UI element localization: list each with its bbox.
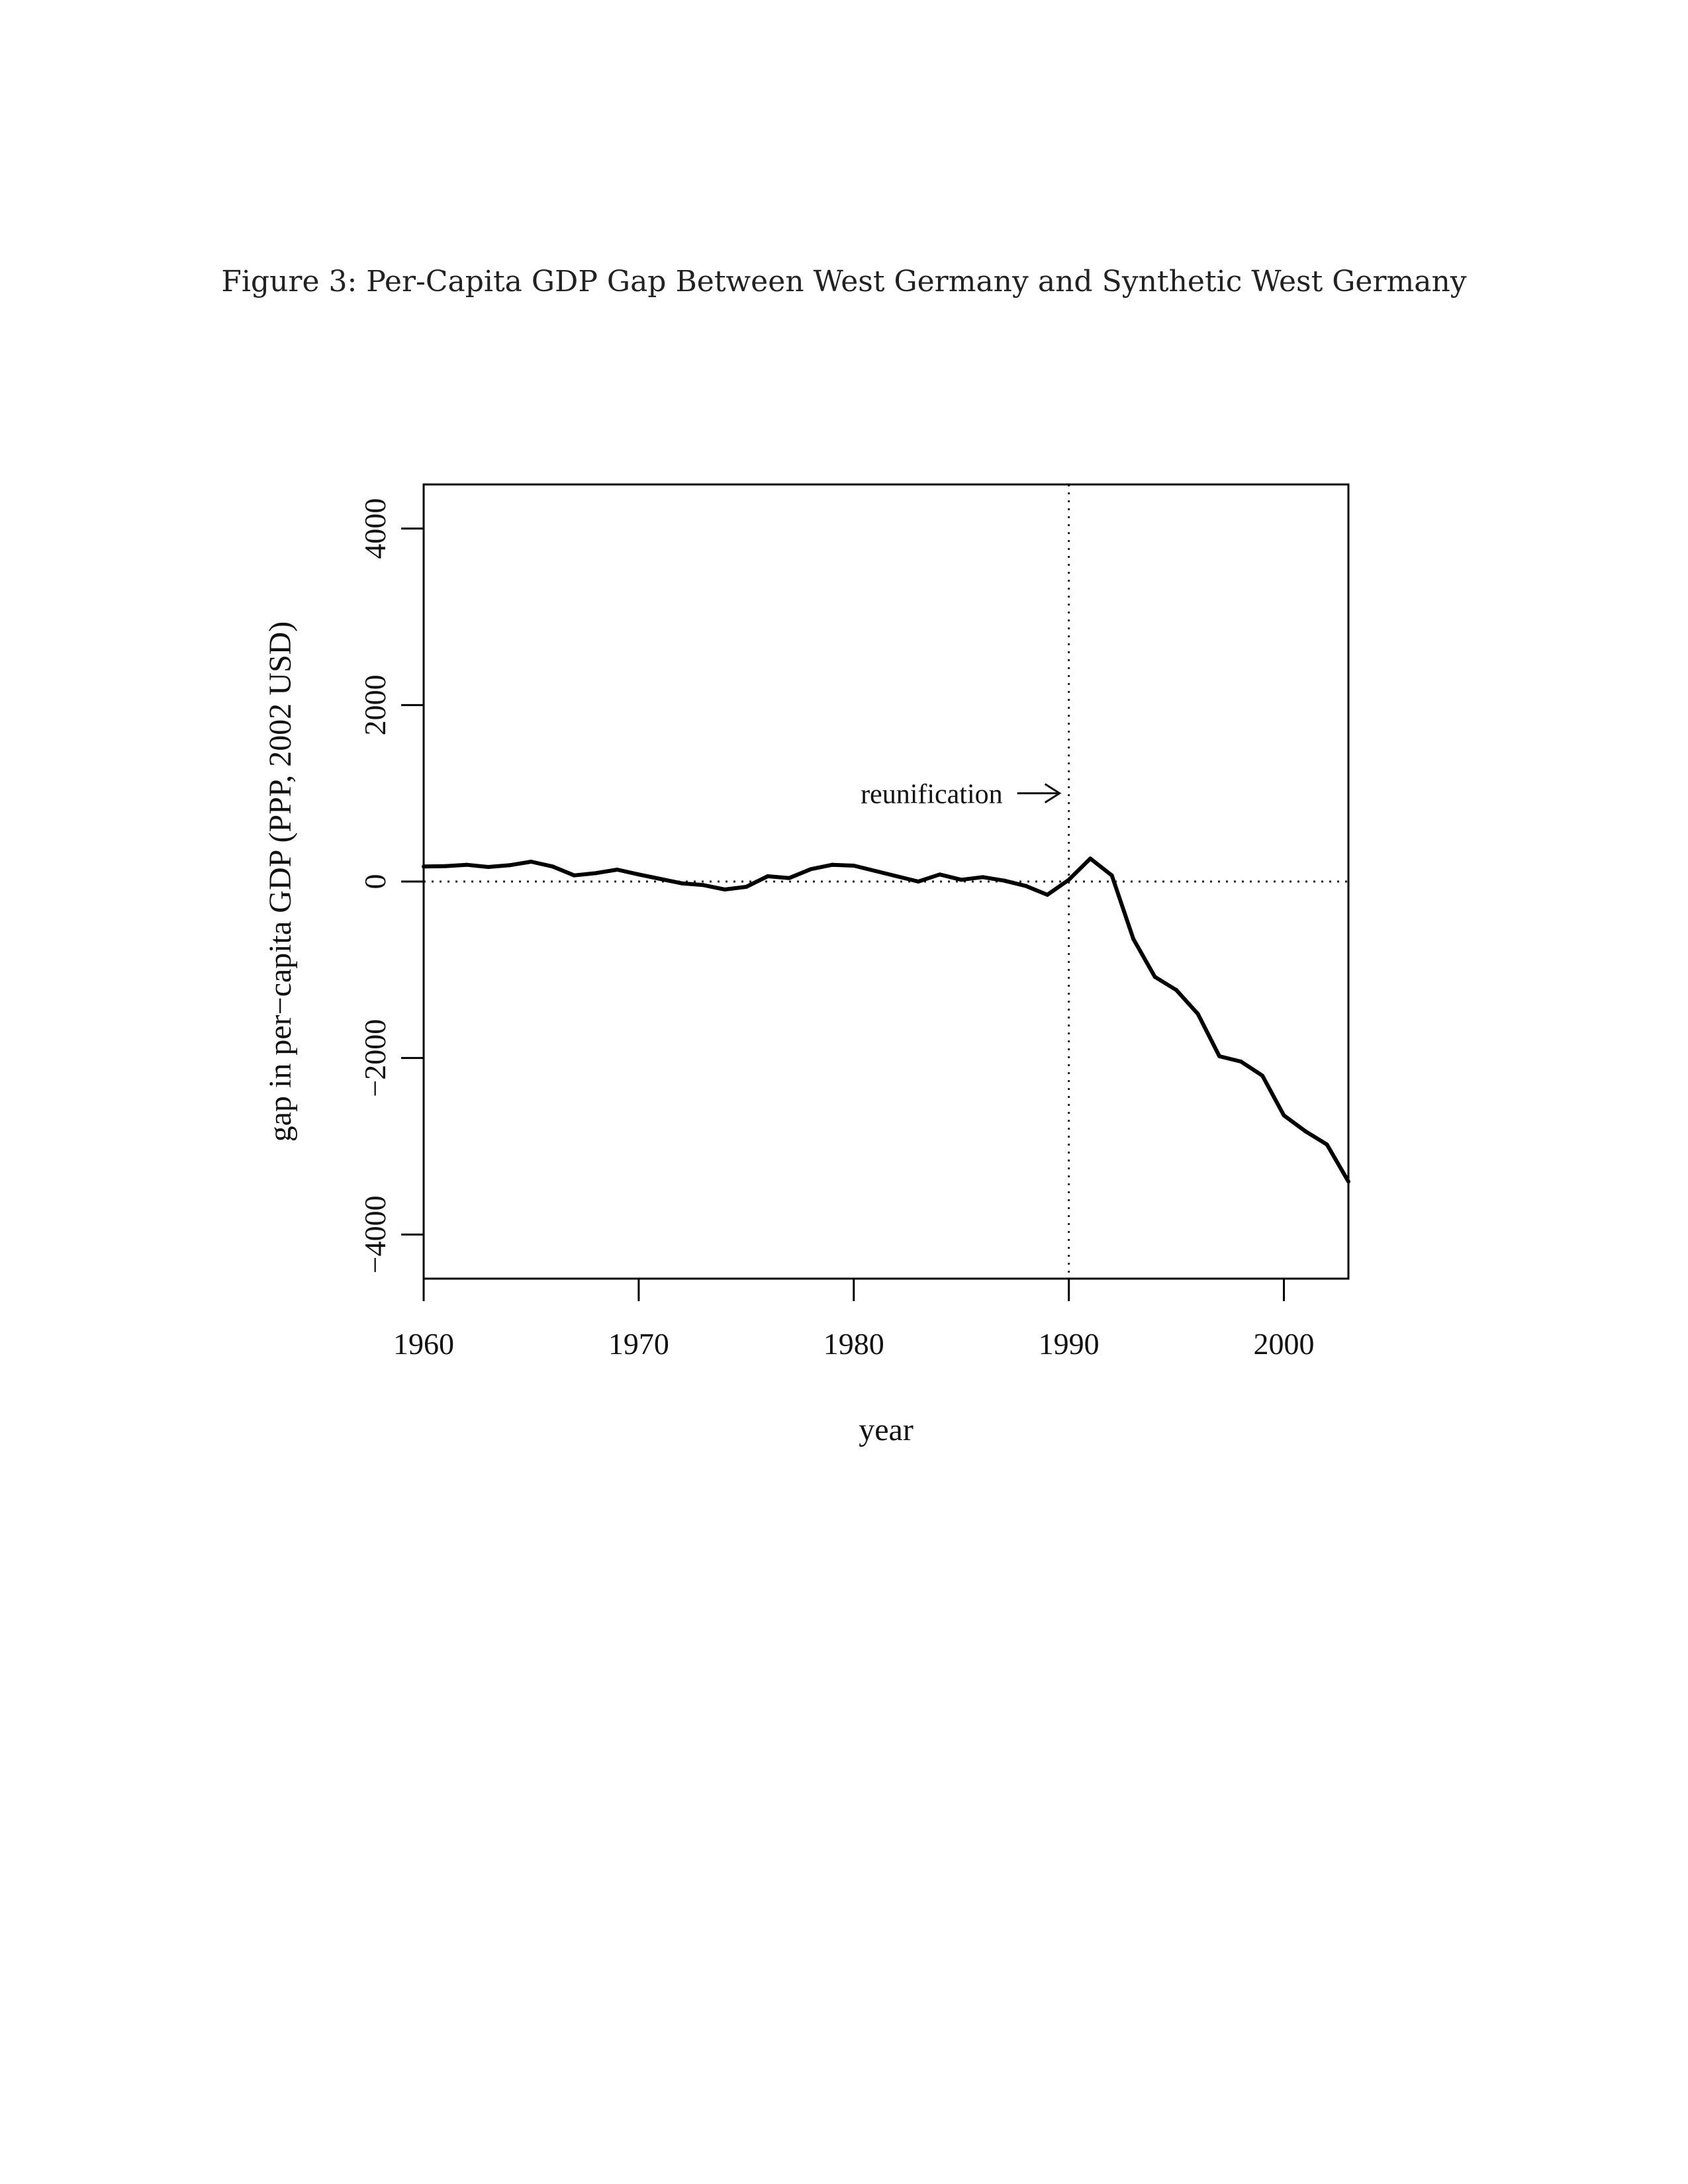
x-tick-label: 1990 bbox=[1039, 1327, 1100, 1361]
data-point bbox=[636, 872, 641, 877]
data-point bbox=[916, 880, 921, 884]
data-point bbox=[1002, 878, 1007, 883]
data-point bbox=[787, 876, 792, 880]
data-point bbox=[443, 864, 447, 868]
data-point bbox=[1196, 1012, 1200, 1016]
data-point bbox=[464, 862, 469, 867]
data-points bbox=[422, 856, 1350, 1184]
x-axis: 1960 1970 1980 1990 2000 bbox=[393, 1279, 1315, 1361]
y-axis: −4000 −2000 0 2000 4000 bbox=[358, 498, 424, 1273]
data-point bbox=[1088, 856, 1093, 861]
data-point bbox=[744, 885, 749, 889]
data-point bbox=[722, 887, 727, 891]
data-point bbox=[1260, 1073, 1265, 1078]
x-axis-title: year bbox=[859, 1412, 914, 1447]
y-tick-label: 2000 bbox=[358, 674, 392, 735]
data-point bbox=[851, 864, 856, 868]
data-point bbox=[959, 878, 964, 882]
data-point bbox=[701, 883, 706, 887]
data-point bbox=[808, 867, 813, 872]
data-point bbox=[937, 872, 942, 877]
x-tick-label: 1980 bbox=[823, 1327, 884, 1361]
data-point bbox=[1109, 873, 1114, 878]
data-point bbox=[1045, 893, 1050, 897]
data-point bbox=[1023, 884, 1028, 888]
data-point bbox=[1217, 1054, 1222, 1058]
data-point bbox=[830, 862, 835, 867]
data-point bbox=[529, 860, 534, 864]
data-point bbox=[873, 869, 878, 873]
gdp-gap-series-line bbox=[423, 856, 1350, 1183]
data-point bbox=[1325, 1142, 1329, 1147]
plot-frame bbox=[422, 483, 1350, 1280]
y-tick-label: −4000 bbox=[358, 1195, 392, 1273]
data-point bbox=[1066, 878, 1071, 882]
data-point bbox=[1303, 1129, 1308, 1134]
data-point bbox=[1239, 1060, 1243, 1064]
y-tick-label: 0 bbox=[358, 874, 392, 889]
x-tick-label: 2000 bbox=[1254, 1327, 1315, 1361]
reunification-arrow-icon bbox=[1017, 783, 1062, 803]
data-point bbox=[486, 865, 491, 869]
reunification-annotation-label: reunification bbox=[861, 780, 1003, 810]
y-tick-label: −2000 bbox=[358, 1019, 392, 1097]
x-tick-label: 1960 bbox=[393, 1327, 454, 1361]
data-point bbox=[1152, 975, 1157, 979]
data-point bbox=[593, 871, 598, 876]
data-point bbox=[894, 874, 899, 878]
data-point bbox=[507, 863, 512, 868]
data-point bbox=[765, 874, 770, 878]
y-tick-label: 4000 bbox=[358, 498, 392, 559]
data-point bbox=[1174, 988, 1179, 992]
figure-caption: Figure 3: Per-Capita GDP Gap Between Wes… bbox=[221, 265, 1467, 298]
data-point bbox=[679, 881, 684, 886]
data-point bbox=[658, 877, 663, 881]
data-point bbox=[572, 873, 577, 878]
data-point bbox=[1131, 936, 1136, 941]
x-tick-label: 1970 bbox=[608, 1327, 669, 1361]
data-point bbox=[1282, 1113, 1286, 1118]
data-point bbox=[615, 868, 620, 872]
y-axis-title: gap in per−capita GDP (PPP, 2002 USD) bbox=[263, 621, 298, 1142]
data-point bbox=[550, 864, 555, 869]
data-point bbox=[980, 875, 985, 880]
